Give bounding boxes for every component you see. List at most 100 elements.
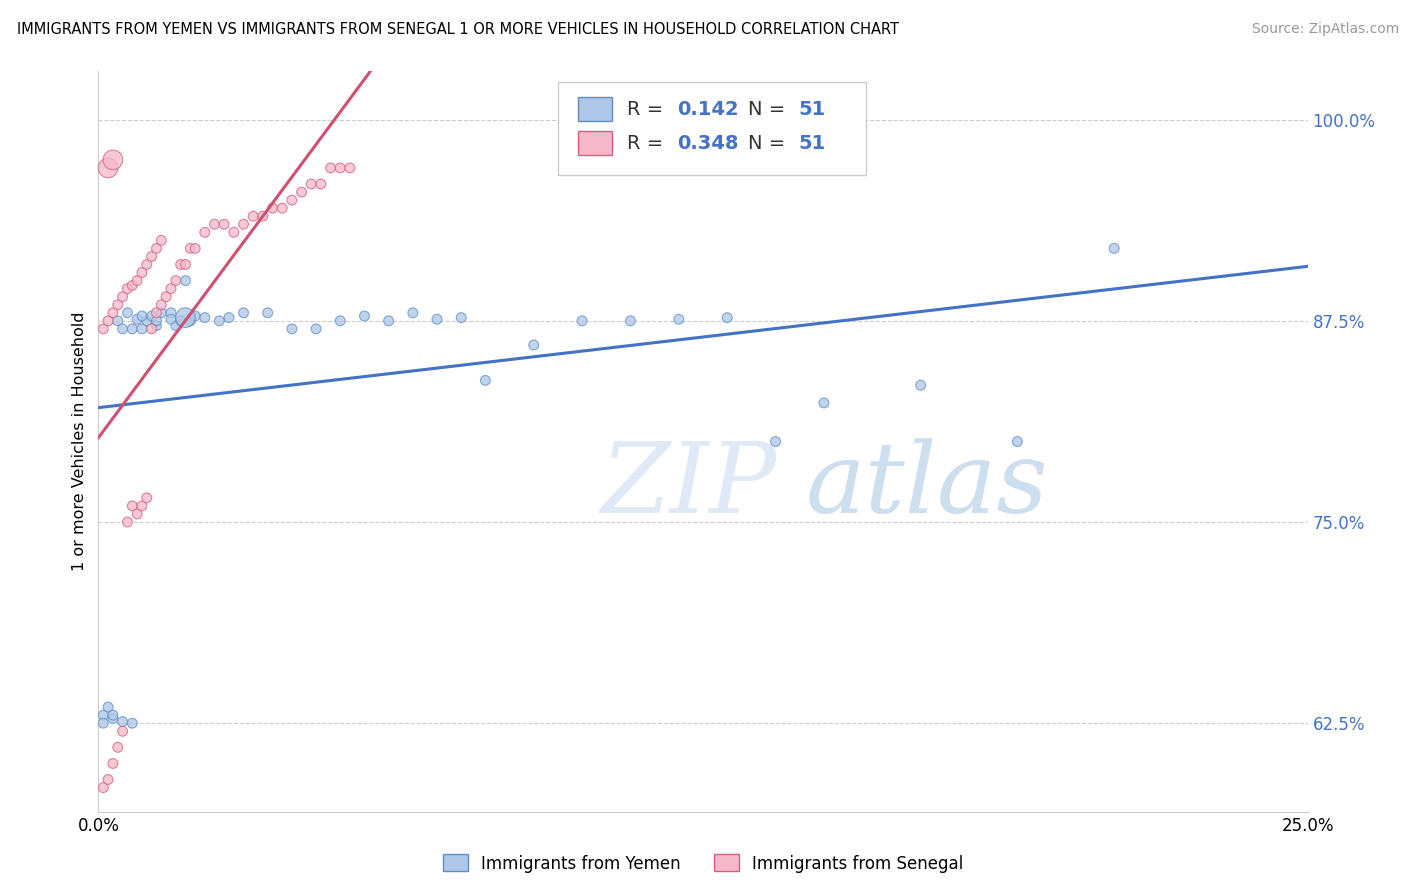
Point (329, 314, 352, 328)
Y-axis label: 1 or more Vehicles in Household: 1 or more Vehicles in Household (72, 312, 87, 571)
Point (305, 322, 328, 336)
Point (91, 322, 114, 336)
Point (101, 756, 124, 771)
Point (101, 306, 124, 320)
Point (402, 306, 425, 320)
Point (131, 322, 153, 336)
Text: R =: R = (627, 134, 669, 153)
Point (329, 161, 352, 175)
Point (174, 274, 197, 288)
Bar (578, 131, 613, 155)
Point (619, 314, 641, 328)
Point (194, 225, 217, 239)
Point (571, 314, 593, 328)
Legend: Immigrants from Yemen, Immigrants from Senegal: Immigrants from Yemen, Immigrants from S… (436, 847, 970, 880)
Point (155, 290, 177, 304)
Point (271, 201, 294, 215)
Point (377, 314, 399, 328)
Point (97, 700, 120, 714)
Point (179, 314, 201, 328)
Point (668, 312, 690, 326)
Point (523, 338, 546, 352)
Point (135, 314, 157, 328)
Text: IMMIGRANTS FROM YEMEN VS IMMIGRANTS FROM SENEGAL 1 OR MORE VEHICLES IN HOUSEHOLD: IMMIGRANTS FROM YEMEN VS IMMIGRANTS FROM… (17, 22, 898, 37)
Point (212, 217, 235, 231)
Point (309, 177, 332, 191)
FancyBboxPatch shape (558, 82, 866, 175)
Text: atlas: atlas (806, 438, 1049, 533)
Point (131, 499, 153, 513)
Point (165, 318, 187, 333)
Text: N =: N = (748, 100, 792, 119)
Point (252, 209, 274, 223)
Point (299, 177, 322, 191)
Text: Source: ZipAtlas.com: Source: ZipAtlas.com (1251, 22, 1399, 37)
Point (160, 306, 183, 320)
Point (339, 161, 361, 175)
Text: 0.348: 0.348 (678, 134, 740, 153)
Point (135, 491, 157, 505)
Point (179, 241, 201, 255)
Point (117, 515, 139, 529)
Point (256, 306, 278, 320)
Point (474, 373, 496, 387)
Point (101, 711, 124, 725)
Point (111, 322, 134, 336)
Point (281, 193, 304, 207)
Point (765, 434, 787, 449)
Point (141, 249, 163, 264)
Point (131, 309, 153, 323)
Point (204, 217, 226, 231)
Point (107, 740, 129, 755)
Point (262, 201, 284, 215)
Point (145, 314, 167, 328)
Point (319, 161, 342, 175)
Point (127, 274, 149, 288)
Point (91, 780, 114, 795)
Point (135, 258, 157, 272)
Point (150, 298, 173, 312)
Point (127, 312, 149, 326)
Text: 0.142: 0.142 (678, 100, 740, 119)
Point (127, 507, 149, 521)
Point (145, 306, 167, 320)
Point (1102, 241, 1125, 255)
Point (169, 314, 191, 328)
Text: ZIP: ZIP (600, 438, 776, 533)
Point (101, 708, 124, 723)
Point (150, 233, 173, 247)
Point (91, 716, 114, 731)
Point (97, 772, 120, 787)
Point (813, 396, 835, 410)
Point (1007, 434, 1029, 449)
Point (716, 310, 738, 325)
Point (141, 309, 163, 323)
Point (426, 312, 449, 326)
Point (117, 282, 139, 296)
Point (91, 708, 114, 723)
Point (160, 312, 183, 326)
Point (450, 310, 472, 325)
Point (165, 274, 187, 288)
Point (107, 314, 129, 328)
Point (111, 724, 134, 739)
Point (97, 314, 120, 328)
Point (353, 309, 375, 323)
Point (174, 310, 197, 325)
Point (101, 153, 124, 167)
Text: 51: 51 (799, 134, 825, 153)
Point (97, 161, 120, 175)
Point (121, 716, 143, 731)
Point (145, 241, 167, 255)
Point (218, 310, 240, 325)
Point (131, 266, 153, 280)
Point (169, 258, 191, 272)
Point (222, 225, 245, 239)
Point (194, 310, 217, 325)
Point (208, 314, 231, 328)
Text: 51: 51 (799, 100, 825, 119)
Point (121, 499, 143, 513)
Point (184, 241, 207, 255)
Point (150, 306, 173, 320)
Point (910, 378, 932, 392)
